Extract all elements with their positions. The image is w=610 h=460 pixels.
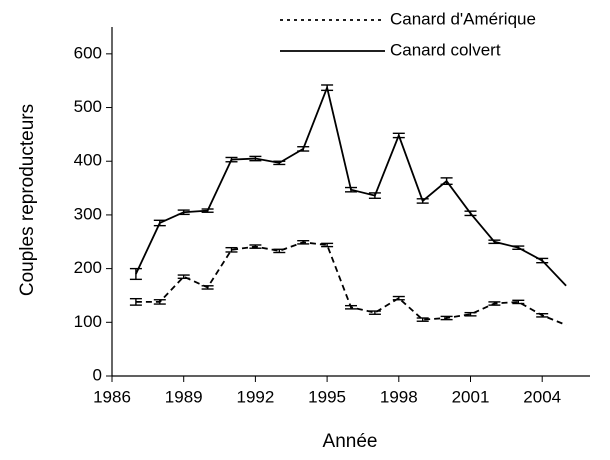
error-bar <box>249 244 262 249</box>
error-bar <box>129 267 142 281</box>
series-line <box>135 241 567 326</box>
error-bar <box>440 315 453 321</box>
y-axis-label: Couples reproducteurs <box>17 104 38 296</box>
error-bar <box>297 239 310 245</box>
error-bar <box>440 177 453 186</box>
error-bar <box>536 257 549 264</box>
error-bar <box>177 274 190 279</box>
error-bar <box>345 304 357 310</box>
y-tick-label: 200 <box>74 258 102 277</box>
error-bar <box>368 192 381 199</box>
error-bar <box>416 317 429 322</box>
error-bar <box>464 210 477 217</box>
legend-label: Canard d'Amérique <box>390 9 536 28</box>
series-line <box>135 84 567 287</box>
x-tick-label: 1995 <box>308 387 346 406</box>
error-bar <box>512 299 525 305</box>
error-bar <box>464 311 477 317</box>
error-bar <box>345 186 357 193</box>
y-tick-label: 100 <box>74 312 102 331</box>
error-bar <box>392 132 405 139</box>
error-bar <box>321 242 334 248</box>
y-tick-label: 0 <box>93 365 102 384</box>
error-bar <box>273 248 286 254</box>
x-tick-label: 1986 <box>93 387 131 406</box>
error-bar <box>488 239 501 245</box>
error-bar <box>225 246 238 253</box>
error-bar <box>392 295 405 301</box>
y-tick-label: 500 <box>74 97 102 116</box>
error-bar <box>201 208 214 213</box>
error-bar <box>249 155 262 162</box>
y-tick-label: 600 <box>74 43 102 62</box>
error-bar <box>536 313 549 318</box>
error-bar <box>273 160 286 166</box>
x-tick-label: 2001 <box>452 387 490 406</box>
error-bar <box>321 84 334 92</box>
error-bar <box>512 245 525 250</box>
y-tick-label: 400 <box>74 151 102 170</box>
y-tick-label: 300 <box>74 204 102 223</box>
error-bar <box>129 297 142 306</box>
x-tick-label: 1998 <box>380 387 418 406</box>
error-bar <box>153 299 166 305</box>
x-tick-label: 1992 <box>236 387 274 406</box>
error-bar <box>488 301 501 306</box>
x-tick-label: 1989 <box>165 387 203 406</box>
error-bar <box>225 156 238 163</box>
x-axis-label: Année <box>323 431 378 452</box>
error-bar <box>177 209 190 216</box>
error-bar <box>368 310 381 315</box>
error-bar <box>416 198 429 204</box>
error-bar <box>297 146 310 152</box>
legend-label: Canard colvert <box>390 40 501 59</box>
error-bar <box>153 219 166 227</box>
x-tick-label: 2004 <box>523 387 561 406</box>
error-bar <box>201 285 214 290</box>
